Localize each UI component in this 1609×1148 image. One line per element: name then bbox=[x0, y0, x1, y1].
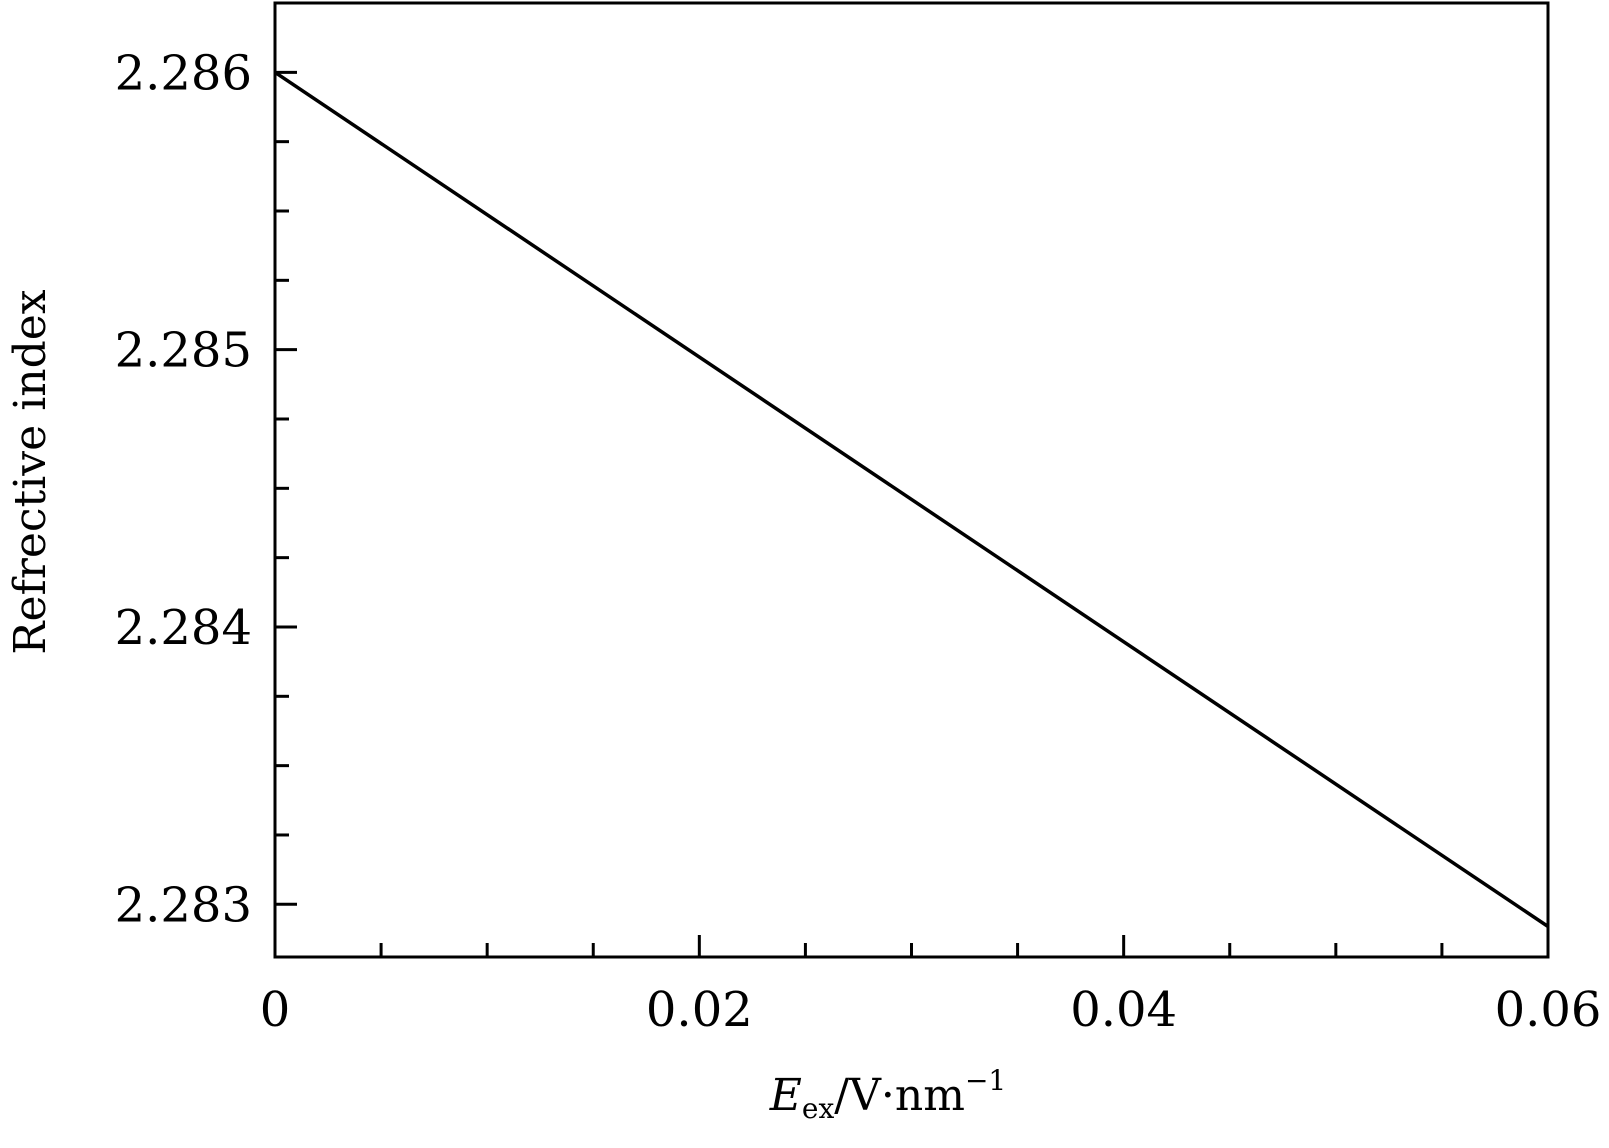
y-tick-label: 2.285 bbox=[115, 323, 252, 379]
x-axis-tick-labels: 0 0.02 0.04 0.06 bbox=[260, 982, 1602, 1038]
x-axis-title-main: E bbox=[769, 1070, 802, 1121]
plot-frame bbox=[273, 1, 1550, 959]
x-tick-label: 0 bbox=[260, 982, 291, 1038]
x-tick-label: 0.02 bbox=[646, 982, 753, 1038]
y-tick-label: 2.286 bbox=[115, 45, 252, 101]
x-axis-title: Eex/V·nm−1 bbox=[769, 1064, 1006, 1125]
x-tick-label: 0.04 bbox=[1070, 982, 1177, 1038]
plot-area bbox=[273, 1, 1550, 959]
x-tick-label: 0.06 bbox=[1495, 982, 1602, 1038]
x-axis-title-sup: −1 bbox=[965, 1064, 1006, 1097]
y-axis-title: Refrective index bbox=[5, 289, 56, 654]
y-axis-ticks bbox=[275, 70, 297, 906]
x-axis-ticks bbox=[273, 935, 1550, 957]
x-axis-title-sub: ex bbox=[802, 1092, 835, 1125]
x-axis-title-rest: /V·nm bbox=[834, 1070, 965, 1121]
series-layer bbox=[274, 70, 1549, 928]
y-tick-label: 2.283 bbox=[115, 877, 252, 933]
y-axis-tick-labels: 2.283 2.284 2.285 2.286 bbox=[115, 45, 252, 933]
series-line-1 bbox=[274, 70, 1549, 928]
y-tick-label: 2.284 bbox=[115, 600, 252, 656]
